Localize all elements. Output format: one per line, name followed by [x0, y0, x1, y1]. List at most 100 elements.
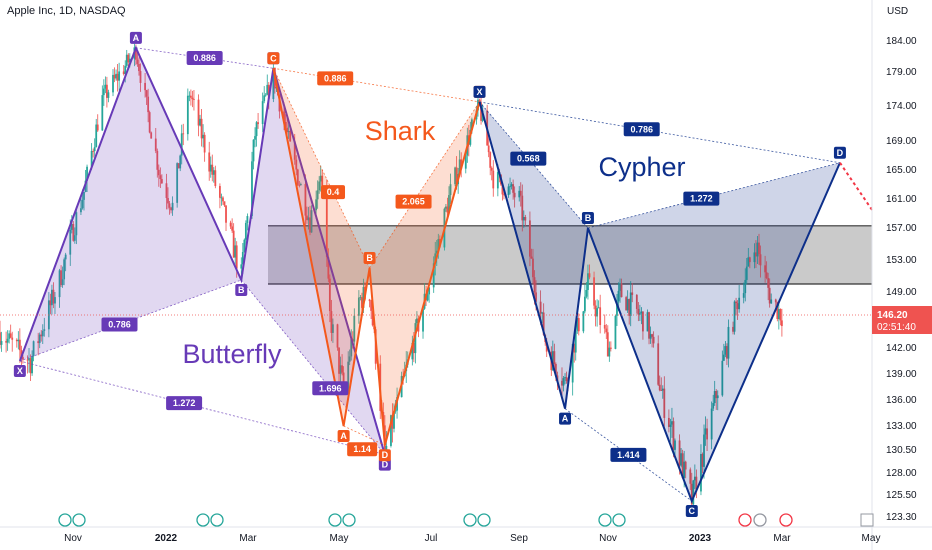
candle-body: [660, 390, 663, 391]
candle-body: [61, 279, 64, 286]
candle: [684, 460, 687, 479]
candle-body: [701, 453, 704, 467]
pattern-name-butterfly: Butterfly: [182, 339, 282, 369]
candle-body: [348, 356, 351, 362]
butterfly-ratio-2-box: [101, 317, 138, 332]
candle-body: [28, 358, 30, 361]
candle-body: [693, 476, 696, 481]
candle-body: [200, 118, 203, 139]
candle-body: [513, 192, 516, 198]
candle: [63, 257, 66, 286]
candle-body: [359, 297, 362, 298]
candle: [758, 233, 760, 265]
candle: [189, 89, 192, 106]
candle-body: [674, 440, 676, 450]
candle: [736, 300, 739, 320]
earnings-dividend-marker: [463, 513, 491, 527]
candle-body: [26, 359, 29, 361]
chart-title: Apple Inc, 1D, NASDAQ: [7, 5, 126, 17]
candle-body: [393, 411, 395, 429]
candle-body: [542, 312, 545, 335]
candle: [72, 221, 75, 242]
candle-body: [599, 307, 602, 325]
candle-body: [706, 428, 708, 440]
candle-body: [713, 391, 716, 404]
candle-body: [573, 344, 576, 353]
candle-body: [722, 354, 725, 361]
cypher-ratio-2-text: 0.568: [517, 154, 540, 164]
candle-body: [193, 99, 195, 101]
candle: [138, 57, 140, 76]
candle-body: [658, 384, 661, 391]
candle: [742, 282, 745, 304]
candle-body: [390, 415, 392, 446]
candle-body: [15, 339, 18, 342]
candle: [706, 418, 708, 451]
candle-body: [689, 469, 692, 484]
candle-body: [519, 190, 522, 196]
upcoming-event-markers: [738, 513, 874, 527]
candle-body: [672, 421, 675, 450]
candle-body: [507, 186, 510, 196]
cypher-ratio-2: 0.568: [510, 151, 547, 166]
candle-body: [104, 84, 107, 89]
candle-body: [361, 297, 363, 308]
candle: [597, 300, 600, 309]
candle-body: [490, 167, 493, 171]
candle: [755, 240, 757, 269]
candle-body: [231, 226, 234, 231]
candle-body: [22, 357, 24, 360]
earnings-icon: [58, 513, 72, 527]
candle-body: [0, 341, 3, 345]
candle-body: [496, 172, 499, 189]
candle-body: [756, 242, 759, 257]
shark-ratio-1: 0.886: [317, 71, 354, 86]
xb-connector: [272, 68, 370, 269]
xd-connector: [479, 101, 840, 164]
earnings-dividend-marker: [196, 513, 224, 527]
shark-point-label: A: [340, 431, 347, 441]
candle: [160, 174, 163, 184]
candle-body: [293, 141, 296, 160]
candle: [64, 252, 67, 272]
harmonic-patterns: 0.886 0.786 1.696 1.272 0.886 0.4 2.065 1.14 0.7…: [13, 31, 873, 517]
butterfly-point-d: D: [378, 458, 391, 471]
candle-body: [770, 299, 773, 304]
candle: [296, 168, 299, 186]
event-box-icon: [860, 513, 874, 527]
candle: [663, 376, 666, 427]
candle-body: [422, 308, 424, 332]
candle: [266, 74, 269, 96]
candle: [616, 293, 618, 326]
candle-body: [208, 152, 211, 172]
candle-body: [199, 118, 201, 126]
candle-body: [244, 222, 247, 240]
candle-body: [246, 216, 249, 223]
candle-body: [533, 277, 536, 293]
price-tick-label: 157.00: [886, 223, 917, 234]
candle-body: [625, 297, 628, 311]
candle-body: [165, 183, 168, 199]
candle-body: [774, 299, 777, 303]
candle: [244, 220, 247, 248]
candle-body: [454, 167, 456, 185]
dividend-icon: [342, 513, 356, 527]
candle-body: [780, 320, 783, 327]
candle-body: [31, 356, 33, 374]
candle: [177, 163, 180, 169]
pattern-legs: [18, 45, 386, 455]
candle-body: [446, 206, 449, 213]
time-tick-label: Mar: [773, 533, 791, 544]
current-price-text: 146.20: [877, 310, 908, 321]
price-tick-label: 123.30: [886, 512, 917, 523]
butterfly-ratio-4-box: [166, 396, 203, 411]
candle: [106, 76, 108, 108]
candle: [122, 65, 125, 76]
candle: [37, 332, 40, 356]
candle: [113, 67, 116, 83]
candle: [350, 329, 353, 361]
candle-body: [489, 152, 492, 168]
candle-body: [316, 190, 319, 200]
candle-body: [753, 252, 756, 263]
